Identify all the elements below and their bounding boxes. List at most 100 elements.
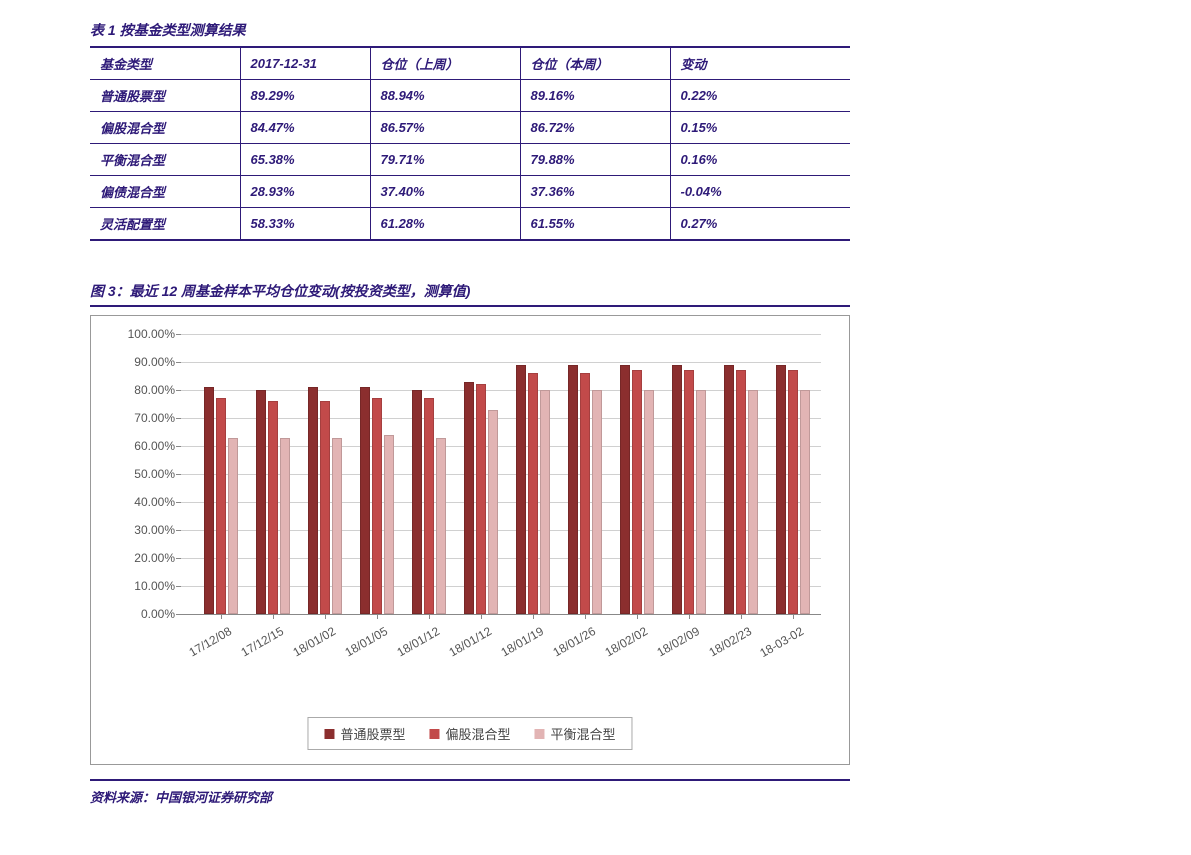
bar [724, 365, 734, 614]
bar [788, 370, 798, 614]
table-cell: 灵活配置型 [90, 208, 240, 241]
x-tick [325, 614, 326, 619]
table-cell: 61.28% [370, 208, 520, 241]
x-axis-label: 17/12/15 [239, 624, 286, 659]
table-cell: 84.47% [240, 112, 370, 144]
x-axis-label: 18/01/02 [291, 624, 338, 659]
y-tick [176, 446, 181, 447]
fund-type-table: 基金类型 2017-12-31 仓位（上周） 仓位（本周） 变动 普通股票型89… [90, 46, 850, 241]
x-tick [221, 614, 222, 619]
legend-item: 偏股混合型 [429, 724, 510, 743]
bar-group [724, 365, 758, 614]
legend-swatch [324, 729, 334, 739]
th-2017-12-31: 2017-12-31 [240, 47, 370, 80]
y-tick [176, 502, 181, 503]
legend-swatch [429, 729, 439, 739]
y-tick [176, 418, 181, 419]
bar-group [620, 365, 654, 614]
table-cell: 58.33% [240, 208, 370, 241]
table-row: 灵活配置型58.33%61.28%61.55%0.27% [90, 208, 850, 241]
table-cell: 0.22% [670, 80, 850, 112]
table-cell: 86.72% [520, 112, 670, 144]
bar [736, 370, 746, 614]
gridline [181, 334, 821, 335]
bar [360, 387, 370, 614]
table-cell: 普通股票型 [90, 80, 240, 112]
x-axis-label: 17/12/08 [187, 624, 234, 659]
x-tick [793, 614, 794, 619]
x-axis-label: 18/01/26 [551, 624, 598, 659]
bar [228, 438, 238, 614]
table-cell: 79.71% [370, 144, 520, 176]
table-cell: 89.16% [520, 80, 670, 112]
legend-label: 平衡混合型 [551, 724, 616, 743]
gridline [181, 362, 821, 363]
bar [620, 365, 630, 614]
x-tick [533, 614, 534, 619]
table-cell: 0.27% [670, 208, 850, 241]
chart-title: 图 3：最近 12 周基金样本平均仓位变动(按投资类型，测算值) [90, 281, 850, 307]
bar [412, 390, 422, 614]
x-axis [181, 614, 821, 615]
x-axis-label: 18/02/23 [707, 624, 754, 659]
bar-group [256, 390, 290, 614]
bar [488, 410, 498, 614]
legend-label: 普通股票型 [340, 724, 405, 743]
chart-legend: 普通股票型 偏股混合型 平衡混合型 [307, 717, 632, 750]
bar [748, 390, 758, 614]
y-axis-label: 30.00% [134, 523, 181, 537]
table-cell: 89.29% [240, 80, 370, 112]
table-cell: 0.16% [670, 144, 850, 176]
table-cell: 偏债混合型 [90, 176, 240, 208]
table-cell: 86.57% [370, 112, 520, 144]
y-axis-label: 50.00% [134, 467, 181, 481]
y-axis-label: 10.00% [134, 579, 181, 593]
bar [424, 398, 434, 614]
y-axis-label: 40.00% [134, 495, 181, 509]
x-tick [741, 614, 742, 619]
bar [320, 401, 330, 614]
bar-group [308, 387, 342, 614]
bar [516, 365, 526, 614]
x-axis-label: 18/01/19 [499, 624, 546, 659]
bar [384, 435, 394, 614]
bar [308, 387, 318, 614]
table-cell: 偏股混合型 [90, 112, 240, 144]
bar [216, 398, 226, 614]
x-axis-label: 18/01/05 [343, 624, 390, 659]
bar-group [568, 365, 602, 614]
y-axis-label: 80.00% [134, 383, 181, 397]
x-axis-label: 18-03-02 [757, 624, 806, 660]
bar [568, 365, 578, 614]
bar [476, 384, 486, 614]
bar [696, 390, 706, 614]
table-row: 普通股票型89.29%88.94%89.16%0.22% [90, 80, 850, 112]
bar [256, 390, 266, 614]
y-tick [176, 530, 181, 531]
bar-chart: 0.00%10.00%20.00%30.00%40.00%50.00%60.00… [90, 315, 850, 765]
bar [592, 390, 602, 614]
bar [464, 382, 474, 614]
table-cell: 65.38% [240, 144, 370, 176]
table-row: 平衡混合型65.38%79.71%79.88%0.16% [90, 144, 850, 176]
bar [540, 390, 550, 614]
th-change: 变动 [670, 47, 850, 80]
y-tick [176, 558, 181, 559]
y-axis-label: 0.00% [141, 607, 181, 621]
x-tick [273, 614, 274, 619]
table-title: 表 1 按基金类型测算结果 [90, 20, 1101, 40]
bar-group [464, 382, 498, 614]
bar [672, 365, 682, 614]
th-this-week: 仓位（本周） [520, 47, 670, 80]
x-tick [481, 614, 482, 619]
bar [684, 370, 694, 614]
legend-label: 偏股混合型 [445, 724, 510, 743]
bar [632, 370, 642, 614]
bar [776, 365, 786, 614]
table-cell: 88.94% [370, 80, 520, 112]
bar-group [516, 365, 550, 614]
y-tick [176, 334, 181, 335]
bar [436, 438, 446, 614]
footer-rule [90, 779, 850, 781]
x-tick [637, 614, 638, 619]
